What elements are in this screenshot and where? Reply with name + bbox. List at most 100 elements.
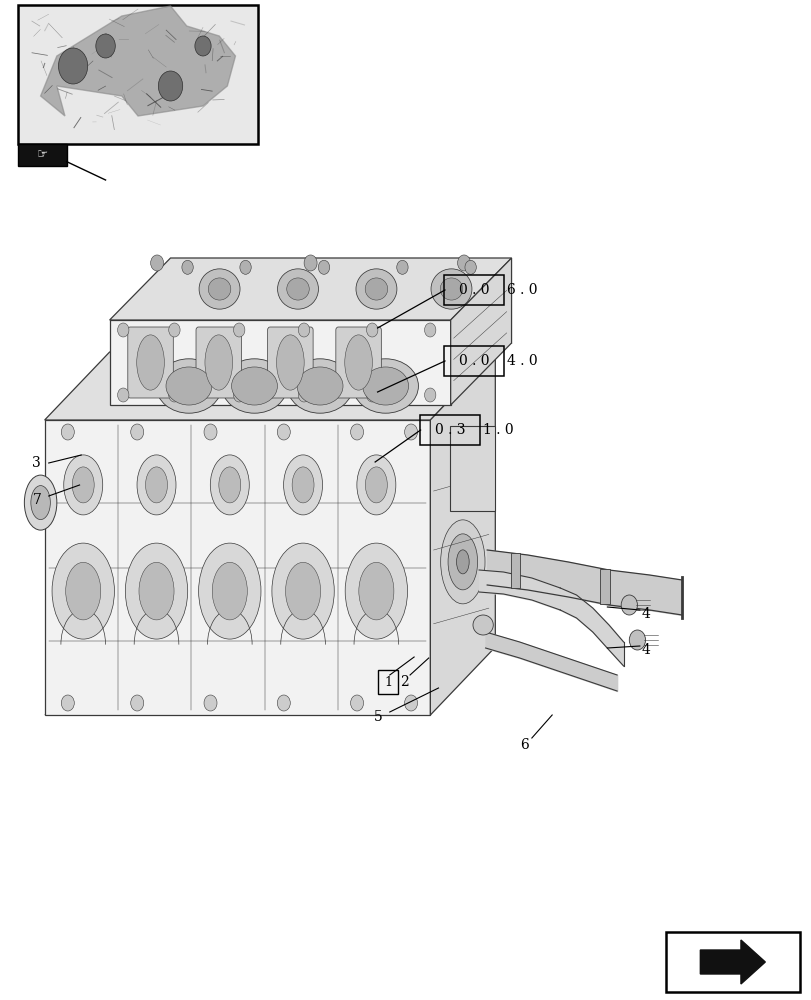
Ellipse shape [125, 543, 187, 639]
Circle shape [195, 36, 211, 56]
Ellipse shape [365, 278, 387, 300]
Ellipse shape [221, 359, 287, 413]
Text: 7: 7 [32, 493, 41, 507]
Ellipse shape [358, 562, 393, 620]
Circle shape [204, 424, 217, 440]
Ellipse shape [199, 543, 260, 639]
Circle shape [397, 260, 408, 274]
Circle shape [350, 424, 363, 440]
Bar [18, 5, 258, 144]
Ellipse shape [136, 335, 164, 390]
Text: 0 . 3: 0 . 3 [434, 423, 465, 437]
Bar [18, 144, 67, 166]
Ellipse shape [210, 455, 249, 515]
Text: ☞: ☞ [36, 148, 48, 161]
Polygon shape [45, 352, 495, 420]
Circle shape [131, 695, 144, 711]
Circle shape [318, 260, 329, 274]
Ellipse shape [472, 615, 492, 635]
FancyBboxPatch shape [127, 327, 173, 398]
Ellipse shape [272, 543, 334, 639]
Ellipse shape [277, 269, 318, 309]
Bar [510, 553, 520, 588]
Circle shape [239, 260, 251, 274]
Ellipse shape [66, 562, 101, 620]
Circle shape [298, 323, 309, 337]
Text: 4: 4 [641, 643, 650, 657]
Ellipse shape [456, 550, 469, 574]
Bar [665, 932, 799, 992]
Circle shape [350, 695, 363, 711]
FancyBboxPatch shape [449, 426, 494, 511]
Circle shape [404, 424, 417, 440]
Circle shape [234, 323, 245, 337]
Ellipse shape [353, 359, 418, 413]
Circle shape [158, 71, 182, 101]
Text: 4 . 0: 4 . 0 [507, 354, 538, 368]
Ellipse shape [208, 278, 230, 300]
Polygon shape [450, 258, 511, 405]
Ellipse shape [285, 562, 320, 620]
Circle shape [404, 695, 417, 711]
Text: 5: 5 [373, 710, 382, 724]
Circle shape [204, 695, 217, 711]
Ellipse shape [219, 467, 240, 503]
Circle shape [58, 48, 88, 84]
Circle shape [465, 260, 476, 274]
Ellipse shape [145, 467, 167, 503]
Circle shape [62, 424, 74, 440]
Circle shape [131, 424, 144, 440]
Circle shape [629, 630, 645, 650]
Ellipse shape [431, 269, 471, 309]
Ellipse shape [365, 467, 387, 503]
Circle shape [169, 388, 180, 402]
Polygon shape [45, 420, 430, 715]
Ellipse shape [292, 467, 314, 503]
Ellipse shape [212, 562, 247, 620]
Text: 3: 3 [32, 456, 41, 470]
Ellipse shape [52, 543, 114, 639]
Polygon shape [430, 352, 495, 715]
Ellipse shape [286, 278, 309, 300]
Ellipse shape [448, 534, 477, 590]
Text: 6 . 0: 6 . 0 [507, 283, 538, 297]
Circle shape [118, 323, 129, 337]
Ellipse shape [440, 278, 462, 300]
Circle shape [169, 323, 180, 337]
Circle shape [182, 260, 193, 274]
Ellipse shape [231, 367, 277, 405]
Ellipse shape [24, 475, 57, 530]
Circle shape [424, 323, 436, 337]
Ellipse shape [356, 455, 396, 515]
FancyBboxPatch shape [195, 327, 241, 398]
Circle shape [62, 695, 74, 711]
Circle shape [96, 34, 115, 58]
Text: 0 . 0: 0 . 0 [458, 354, 489, 368]
Ellipse shape [204, 335, 232, 390]
Ellipse shape [156, 359, 221, 413]
Circle shape [234, 388, 245, 402]
Circle shape [366, 388, 377, 402]
Ellipse shape [199, 269, 240, 309]
Circle shape [298, 388, 309, 402]
Text: 0 . 0: 0 . 0 [458, 283, 489, 297]
Text: 1 . 0: 1 . 0 [483, 423, 513, 437]
Circle shape [303, 255, 316, 271]
Ellipse shape [139, 562, 174, 620]
FancyBboxPatch shape [336, 327, 381, 398]
Circle shape [277, 424, 290, 440]
Ellipse shape [363, 367, 408, 405]
Polygon shape [699, 940, 764, 984]
Circle shape [150, 255, 163, 271]
Circle shape [277, 695, 290, 711]
Ellipse shape [283, 455, 322, 515]
Ellipse shape [440, 520, 484, 604]
Ellipse shape [345, 335, 372, 390]
Ellipse shape [137, 455, 176, 515]
Ellipse shape [165, 367, 212, 405]
Ellipse shape [287, 359, 353, 413]
Circle shape [118, 388, 129, 402]
Text: 2: 2 [400, 675, 409, 689]
Circle shape [620, 595, 637, 615]
Ellipse shape [72, 467, 94, 503]
